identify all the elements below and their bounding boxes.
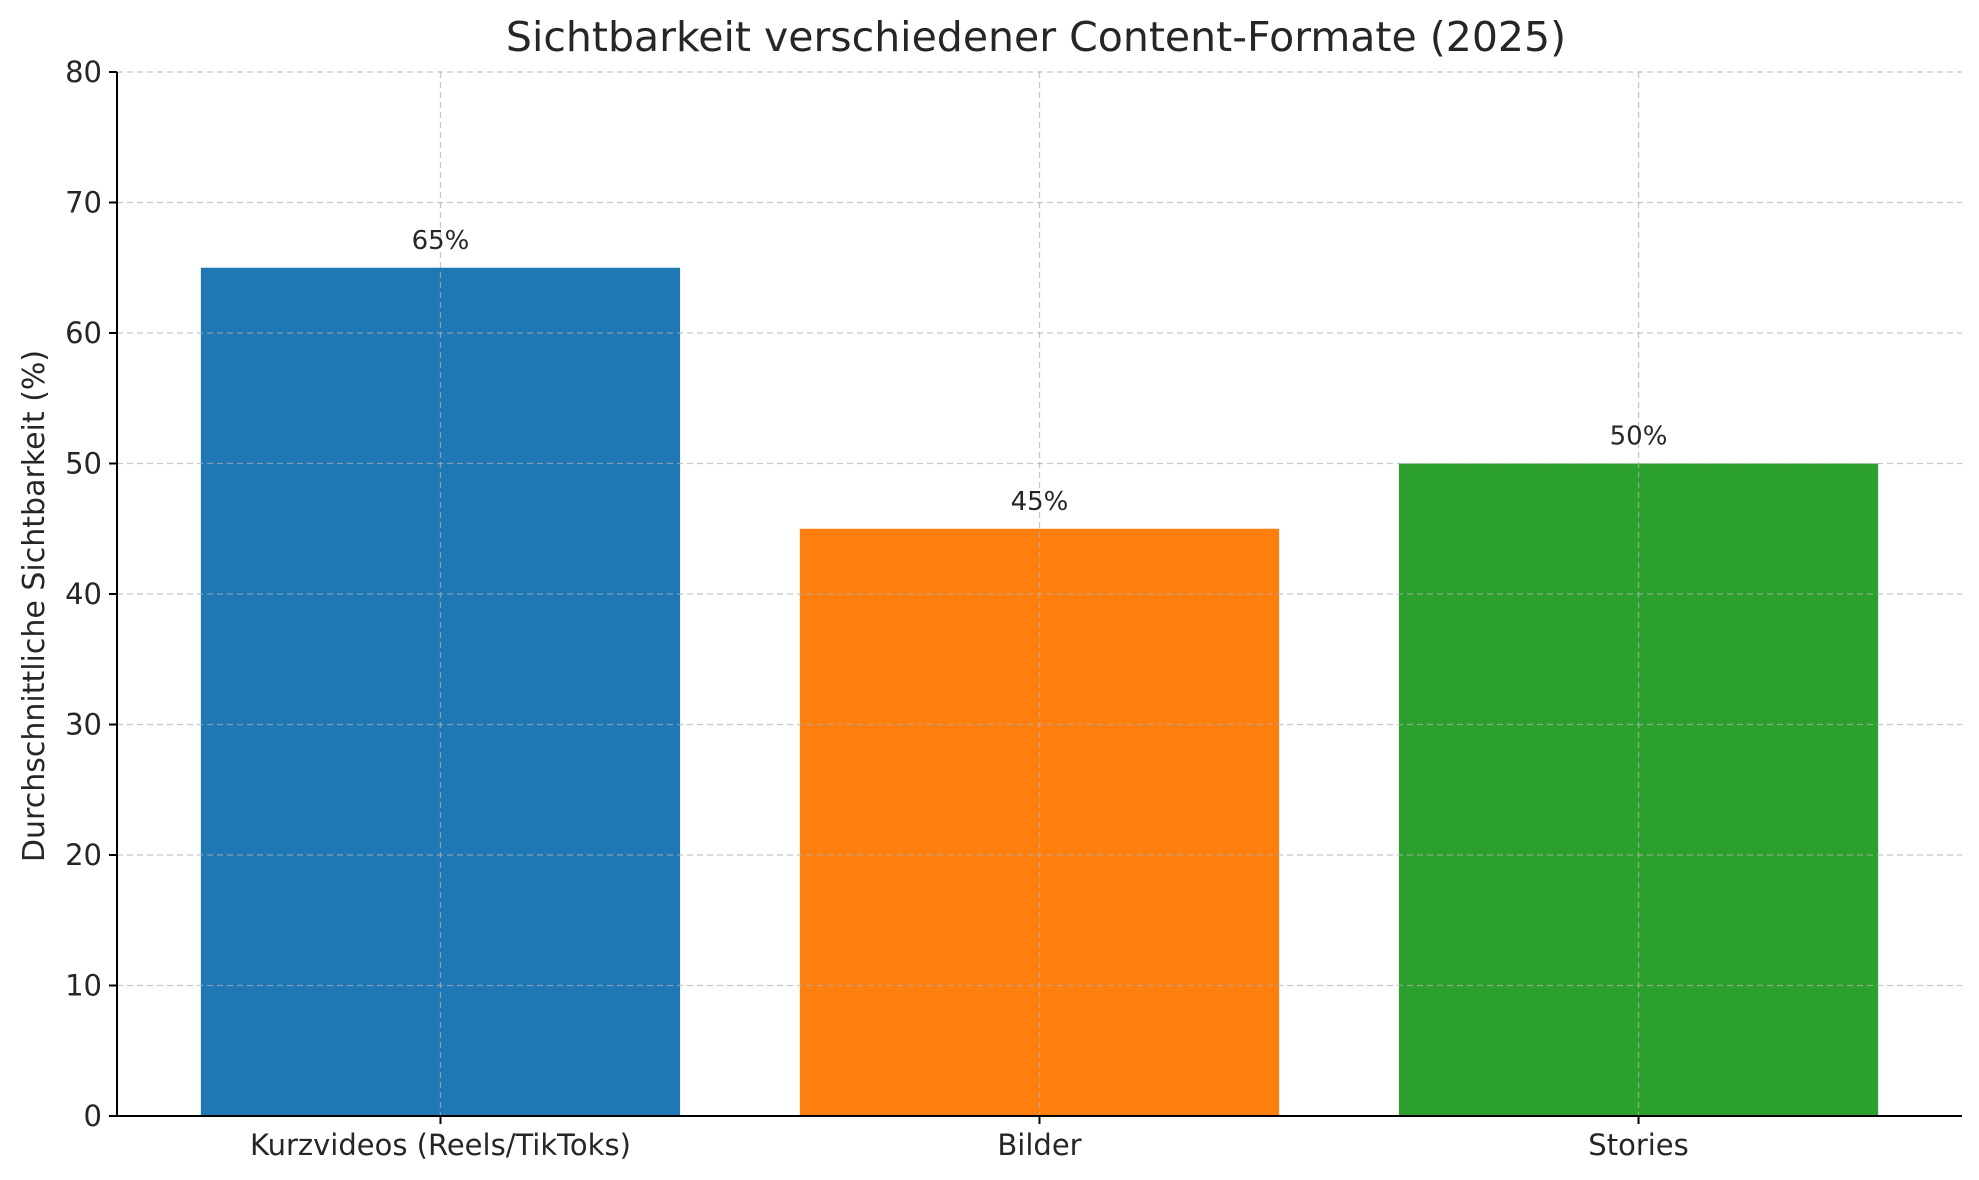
y-tick-label: 20 [65,838,102,872]
y-tick-label: 10 [65,969,102,1003]
y-tick-label: 0 [84,1099,102,1133]
bar-value-label: 50% [1610,422,1668,452]
bar-value-label: 65% [412,226,470,256]
y-tick-label: 70 [65,186,102,220]
y-tick-label: 60 [65,316,102,350]
x-tick-label: Bilder [997,1128,1081,1162]
y-tick-label: 80 [65,55,102,89]
grid [117,71,1962,1117]
bar-value-label: 45% [1011,487,1069,517]
y-tick-label: 50 [65,447,102,481]
x-tick-label: Kurzvideos (Reels/TikToks) [250,1128,631,1162]
chart-title: Sichtbarkeit verschiedener Content-Forma… [506,13,1566,61]
axes [109,71,1962,1124]
bar [1398,463,1879,1116]
x-tick-label: Stories [1588,1128,1688,1162]
y-axis-label: Durchschnittliche Sichtbarkeit (%) [17,350,52,862]
y-tick-label: 40 [65,577,102,611]
y-tick-label: 30 [65,708,102,742]
labels: 0 10 20 30 40 50 60 70 80 65% 45% 50% Kurzvideos (Re… [65,55,1689,1162]
